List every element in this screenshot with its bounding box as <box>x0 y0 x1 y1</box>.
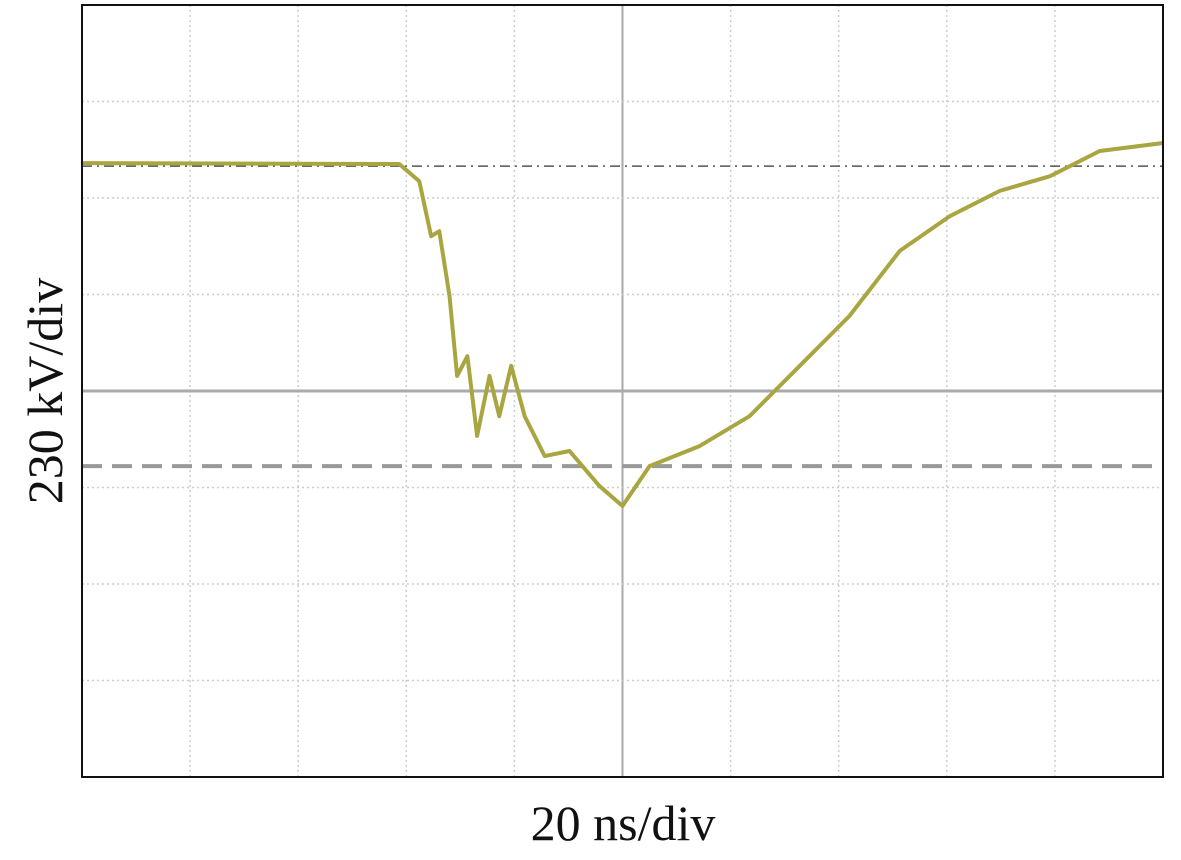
plot-frame <box>81 4 1164 778</box>
x-axis-label: 20 ns/div <box>531 795 716 851</box>
trace <box>81 141 1164 508</box>
y-axis-label: 230 kV/div <box>17 278 73 504</box>
